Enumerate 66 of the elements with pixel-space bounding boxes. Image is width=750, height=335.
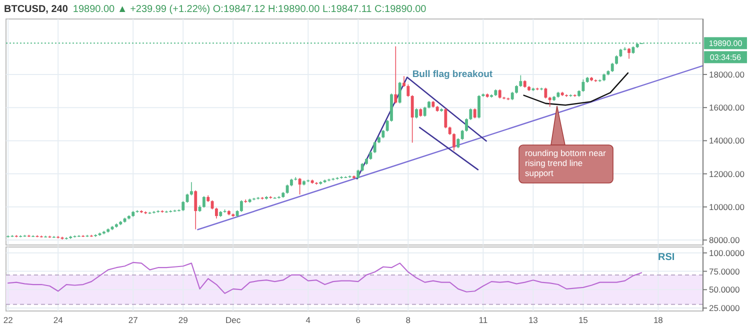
- candlestick: [444, 108, 448, 129]
- annotation: RSI: [658, 252, 675, 263]
- x-tick-label: 13: [528, 315, 538, 325]
- candlestick: [240, 200, 243, 212]
- candlestick: [498, 88, 502, 99]
- x-tick-label: 11: [478, 315, 488, 325]
- candlestick: [202, 196, 206, 208]
- candlestick: [214, 207, 218, 219]
- candlestick: [356, 169, 360, 180]
- y-tick-label: 75.0000: [709, 266, 740, 276]
- candlestick: [373, 141, 376, 154]
- candlestick: [190, 182, 193, 196]
- candlestick: [423, 106, 426, 118]
- candlestick: [469, 108, 472, 120]
- candlestick: [628, 48, 630, 60]
- candlestick: [548, 96, 552, 108]
- text: 03:34:56: [710, 52, 742, 62]
- chart-title: BTCUSD, 240: [4, 4, 68, 15]
- candlestick: [94, 234, 98, 238]
- y-tick-label: 16000.00: [709, 102, 745, 113]
- candlestick: [286, 184, 289, 194]
- y-tick-label: 14000.00: [709, 136, 745, 146]
- candlestick: [402, 76, 406, 88]
- candlestick: [415, 108, 418, 119]
- x-tick-label: 18: [653, 315, 664, 325]
- candlestick: [244, 199, 248, 204]
- candlestick: [394, 46, 398, 104]
- x-tick-label: 24: [53, 315, 64, 325]
- y-tick-label: 50.0000: [709, 284, 740, 295]
- candlestick: [298, 178, 302, 195]
- candlestick: [406, 84, 410, 98]
- y-tick-label: 8000.00: [709, 235, 740, 246]
- y-tick-label: 100.0000: [709, 248, 745, 258]
- candlestick: [386, 120, 389, 132]
- y-tick-label: 12000.00: [709, 168, 745, 179]
- candlestick: [452, 132, 456, 152]
- y-tick-label: 18000.00: [709, 69, 745, 80]
- candlestick: [182, 200, 185, 212]
- annotation: Bull flag breakout: [412, 68, 494, 80]
- x-tick-label: Dec: [226, 315, 242, 325]
- x-tick-label: 15: [578, 315, 588, 325]
- candlestick: [478, 94, 480, 119]
- ref-line-label: 19890.00: [708, 38, 743, 48]
- candlestick: [610, 62, 614, 72]
- line-series: [8, 262, 642, 294]
- candlestick: [519, 74, 522, 88]
- candlestick: [456, 138, 460, 149]
- x-tick-label: 8: [406, 315, 411, 325]
- candlestick: [410, 94, 414, 144]
- candlestick: [398, 82, 402, 104]
- x-tick-label: 27: [128, 315, 138, 325]
- candlestick: [465, 118, 468, 132]
- candlestick: [544, 87, 548, 99]
- candlestick: [582, 79, 585, 92]
- candlestick: [460, 130, 464, 140]
- y-tick-label: 10000.00: [709, 202, 745, 212]
- candlestick: [194, 190, 198, 230]
- x-tick-label: 29: [178, 315, 188, 325]
- x-tick-label: 6: [356, 315, 361, 325]
- x-tick-label: 4: [306, 315, 311, 325]
- chart-subtitle: 19890.00 ▲ +239.99 (+1.22%) O:19847.12 H:19890.00 L:19847.11 C:19890.00: [72, 4, 427, 15]
- candlestick: [615, 55, 618, 65]
- candlestick: [473, 108, 476, 119]
- y-tick-label: 25.0000: [709, 303, 740, 314]
- annotation: rounding bottom near rising trend line support: [525, 148, 606, 178]
- x-tick-label: 22: [3, 315, 14, 325]
